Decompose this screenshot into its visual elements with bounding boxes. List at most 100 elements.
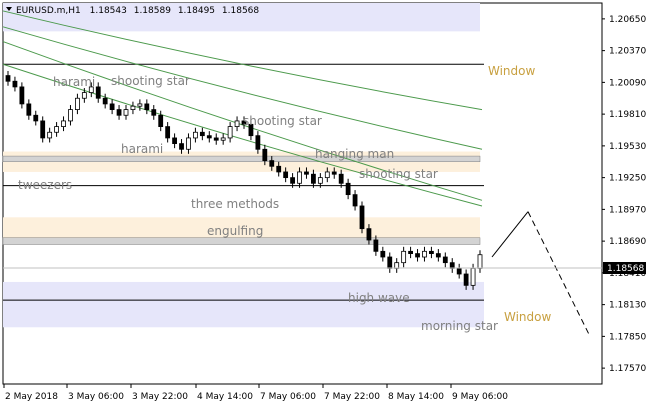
time-tick-label: 9 May 06:00 bbox=[452, 392, 508, 402]
candle-body bbox=[186, 137, 191, 150]
candle-body bbox=[338, 173, 344, 184]
pattern-label: morning star bbox=[421, 319, 498, 333]
candle-body bbox=[456, 267, 462, 275]
candle-body bbox=[12, 80, 18, 88]
candle-body bbox=[88, 86, 94, 93]
projection-down-line bbox=[527, 211, 591, 337]
time-tick-label: 3 May 22:00 bbox=[132, 392, 188, 402]
time-tick-label: 2 May 2018 bbox=[5, 392, 58, 402]
candle-body bbox=[255, 135, 261, 150]
candle-body bbox=[359, 205, 365, 230]
candle-body bbox=[172, 137, 177, 145]
candle-body bbox=[234, 120, 240, 127]
pattern-label: shooting star bbox=[359, 167, 438, 181]
candle-body bbox=[331, 171, 337, 175]
time-tick-label: 7 May 22:00 bbox=[324, 392, 380, 402]
candle-body bbox=[317, 177, 323, 184]
candle-body bbox=[463, 273, 469, 286]
candle-body bbox=[311, 173, 316, 184]
candle-body bbox=[290, 177, 295, 184]
candle-body bbox=[40, 120, 46, 139]
candle-body bbox=[151, 109, 157, 116]
candle-body bbox=[213, 137, 219, 141]
pattern-label: shooting star bbox=[111, 74, 190, 88]
candle-body bbox=[283, 171, 289, 179]
pattern-annotations: harami shooting star harami shooting sta… bbox=[18, 64, 552, 333]
current-price-value: 1.18568 bbox=[607, 264, 644, 274]
candle-body bbox=[5, 75, 11, 82]
candles-layer bbox=[5, 71, 483, 290]
candle-body bbox=[81, 92, 87, 99]
zone-gray bbox=[2, 237, 481, 245]
price-tick-label: 1.20370 bbox=[609, 47, 646, 57]
candle-body bbox=[269, 160, 275, 167]
collapse-triangle-icon[interactable] bbox=[6, 7, 12, 11]
candle-body bbox=[477, 254, 483, 269]
candle-body bbox=[401, 250, 407, 264]
candle-body bbox=[144, 103, 150, 110]
candle-body bbox=[442, 256, 448, 264]
candle-body bbox=[116, 109, 122, 116]
candle-body bbox=[394, 262, 400, 269]
candle-body bbox=[366, 228, 372, 241]
window-label: Window bbox=[504, 310, 552, 324]
candle-body bbox=[61, 120, 66, 127]
candle-body bbox=[352, 194, 358, 207]
time-tick-label: 8 May 14:00 bbox=[388, 392, 444, 402]
header-close: 1.18568 bbox=[222, 6, 259, 16]
candle-body bbox=[345, 182, 351, 196]
candle-body bbox=[137, 103, 143, 107]
candle-body bbox=[449, 262, 455, 269]
candle-body bbox=[415, 253, 420, 258]
price-axis[interactable]: 1.20650 1.20370 1.20090 1.19810 1.19530 1.192… bbox=[602, 15, 646, 374]
candle-body bbox=[33, 114, 39, 122]
price-tick-label: 1.18690 bbox=[609, 237, 646, 247]
window-label: Window bbox=[488, 64, 536, 78]
header-low: 1.18495 bbox=[178, 6, 215, 16]
moving-averages-layer bbox=[2, 10, 483, 207]
candle-body bbox=[179, 143, 184, 150]
candle-body bbox=[130, 105, 136, 110]
time-axis[interactable]: 2 May 2018 3 May 06:00 3 May 22:00 4 May 14… bbox=[3, 384, 508, 402]
candle-body bbox=[408, 250, 413, 254]
candle-body bbox=[165, 126, 171, 139]
candle-body bbox=[380, 250, 386, 258]
pattern-label: tweezers bbox=[18, 178, 72, 192]
current-price-tag: 1.18568 bbox=[603, 262, 646, 274]
candle-body bbox=[387, 256, 393, 269]
moving-average-line bbox=[2, 10, 483, 111]
candle-body bbox=[297, 171, 302, 184]
candle-body bbox=[429, 250, 434, 254]
candle-body bbox=[220, 137, 226, 141]
header-open: 1.18543 bbox=[90, 6, 127, 16]
candle-body bbox=[227, 126, 233, 139]
pattern-label: high wave bbox=[348, 291, 410, 305]
zone-blue bbox=[3, 3, 480, 32]
price-tick-label: 1.19250 bbox=[609, 174, 646, 184]
moving-average-line bbox=[2, 26, 483, 150]
candle-body bbox=[373, 239, 379, 252]
header-high: 1.18589 bbox=[134, 6, 171, 16]
price-tick-label: 1.17570 bbox=[609, 364, 646, 374]
candle-body bbox=[123, 109, 129, 116]
candle-body bbox=[304, 171, 309, 175]
candle-body bbox=[47, 131, 53, 139]
zones-layer bbox=[2, 3, 484, 328]
candle-body bbox=[68, 109, 73, 122]
candle-body bbox=[26, 103, 32, 116]
candle-body bbox=[470, 267, 476, 286]
moving-average-line bbox=[2, 63, 483, 207]
time-tick-label: 7 May 06:00 bbox=[260, 392, 316, 402]
candle-body bbox=[324, 171, 330, 179]
price-tick-label: 1.20090 bbox=[609, 78, 646, 88]
projection-layer bbox=[491, 211, 591, 337]
candle-body bbox=[102, 97, 108, 105]
candle-body bbox=[241, 120, 247, 125]
time-tick-label: 3 May 06:00 bbox=[68, 392, 124, 402]
pattern-label: engulfing bbox=[207, 224, 263, 238]
candle-body bbox=[158, 114, 164, 127]
price-tick-label: 1.18970 bbox=[609, 205, 646, 215]
svg-text:EURUSD.m,H1 1.18543: EURUSD.m,H1 1.18543 1.18589 1.18495 1.18… bbox=[16, 6, 259, 16]
price-tick-label: 1.17850 bbox=[609, 332, 646, 342]
